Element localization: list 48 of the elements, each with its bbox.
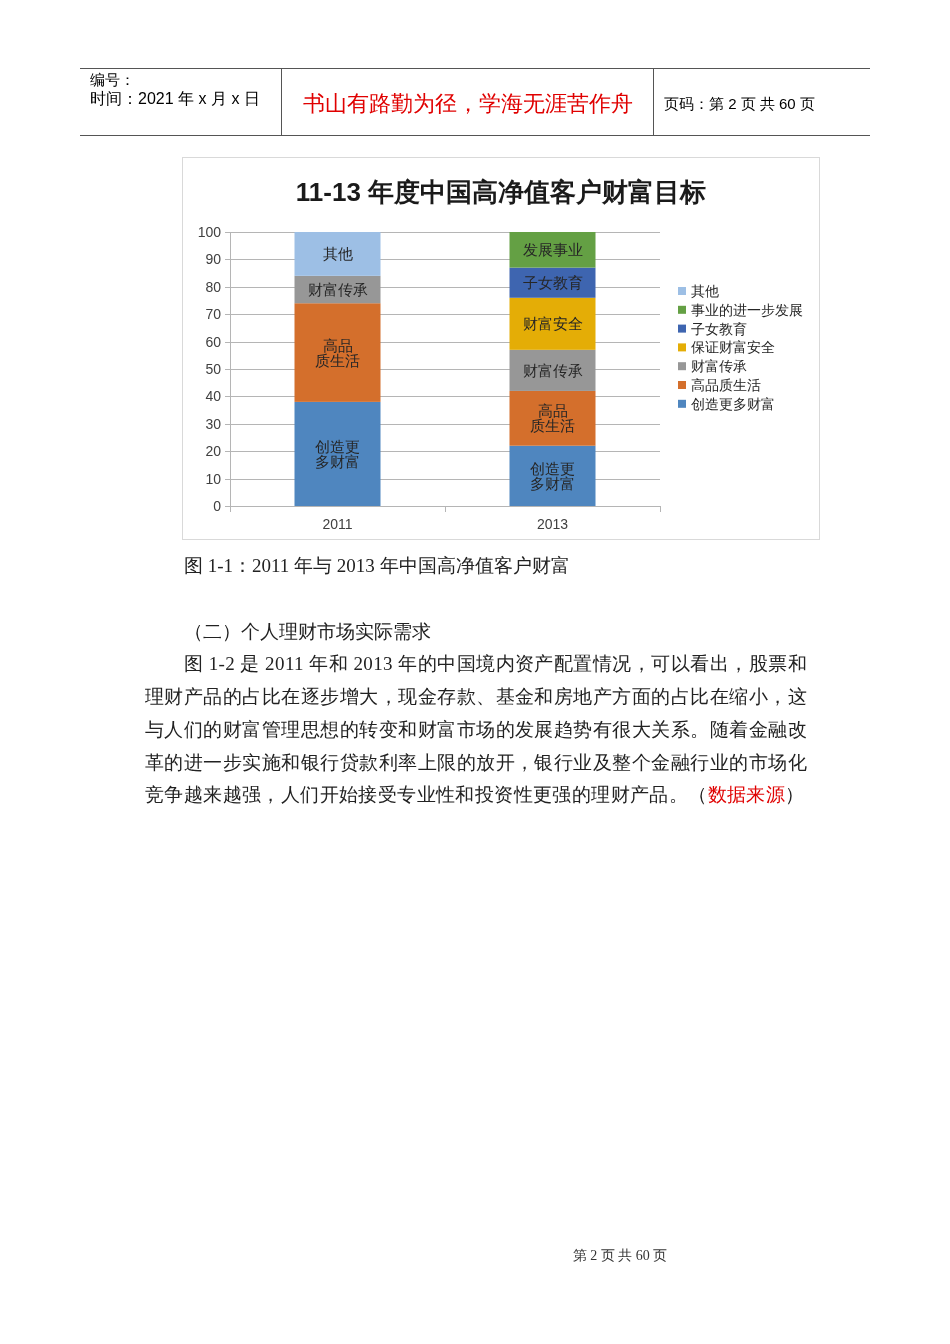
y-tick-label: 90	[205, 251, 222, 268]
y-tick-label: 100	[197, 224, 222, 240]
text: 革的进一步实施和银行贷款利率上限的放开，银行业及整个金融行业的市场化	[145, 750, 807, 775]
bar	[294, 232, 381, 276]
y-tick-label: 30	[205, 415, 222, 432]
y-tick-label: 70	[205, 306, 222, 323]
legend-label: 子女教育	[691, 320, 747, 337]
y-tick-label: 50	[205, 361, 222, 377]
legend-label: 财富传承	[691, 358, 747, 375]
y-tick-label: 20	[205, 443, 222, 460]
text: 理财产品的占比在逐步增大，现金存款、基金和房地产方面的占比在缩小，这	[145, 684, 807, 709]
data-label: 发展事业	[522, 241, 583, 259]
text: 编号：	[90, 69, 135, 90]
y-tick-label: 10	[205, 470, 222, 487]
bar	[294, 401, 381, 506]
data-label: 财富传承	[307, 281, 368, 299]
chart-title: 11-13 年度中国高净值客户财富目标	[295, 177, 707, 207]
data-label: 财富安全	[522, 315, 583, 333]
data-label: 创造更多财富	[315, 437, 360, 470]
text: 第 2 页 共 60 页	[572, 1247, 668, 1265]
y-tick-label: 0	[213, 498, 222, 514]
x-tick-label: 2013	[536, 516, 569, 532]
data-label: 创造更多财富	[530, 459, 575, 492]
data-label: 财富传承	[522, 361, 583, 379]
bar	[294, 303, 381, 402]
legend-label: 事业的进一步发展	[691, 301, 803, 318]
caption: 图 1-1：2011 年与 2013 年中国高净值客户财富	[184, 553, 570, 578]
legend-label: 保证财富安全	[691, 339, 775, 356]
text: 与人们的财富管理思想的转变和财富市场的发展趋势有很大关系。随着金融改	[145, 717, 807, 742]
x-tick-label: 2011	[322, 516, 353, 532]
legend-label: 创造更多财富	[691, 395, 775, 412]
data-label: 高品质生活	[315, 336, 360, 369]
text: ）	[785, 782, 805, 807]
text: 书山有路勤为径，学海无涯苦作舟	[303, 90, 633, 118]
data-label: 高品质生活	[530, 402, 575, 435]
text: 页码：第 2 页 共 60 页	[664, 93, 815, 114]
caption: 图 1-2 是 2011 年和 2013 年的中国境内资产配置情况，可以看出，股票和	[184, 651, 807, 676]
legend-label: 其他	[691, 283, 719, 299]
y-tick-label: 60	[205, 333, 222, 350]
text: 时间：2021 年 x 月 x 日	[90, 89, 260, 109]
legend-label: 高品质生活	[691, 377, 761, 393]
text: 竞争越来越强，人们开始接受专业性和投资性更强的理财产品。（	[145, 782, 708, 807]
data-label: 子女教育	[522, 274, 583, 292]
text: （二）个人理财市场实际需求	[184, 619, 431, 644]
y-tick-label: 80	[205, 278, 222, 295]
text: 数据来源	[707, 782, 786, 807]
y-tick-label: 40	[205, 388, 222, 405]
data-label: 其他	[322, 245, 353, 263]
